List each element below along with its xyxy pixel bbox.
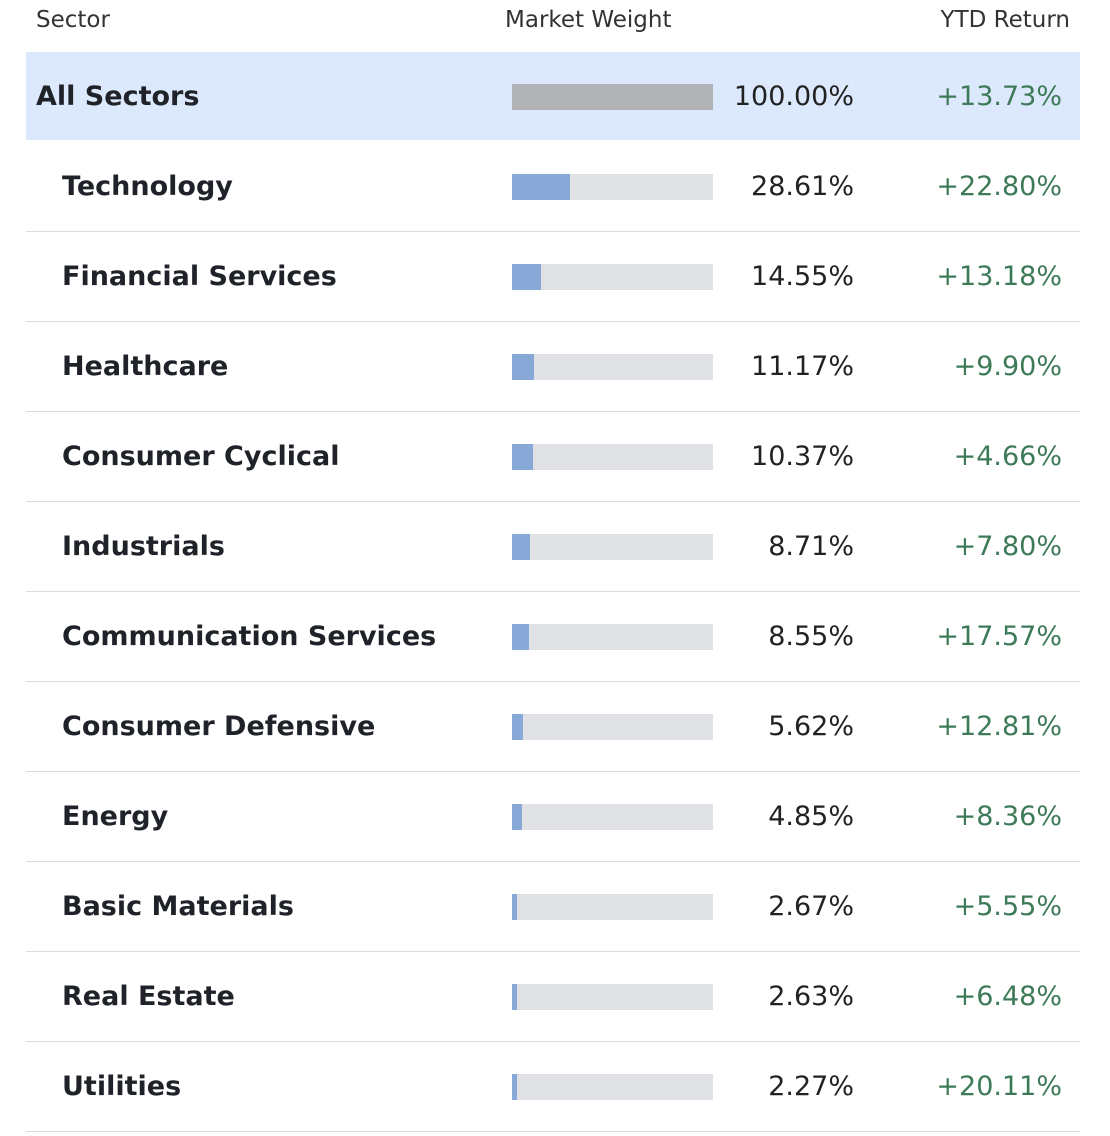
market-weight: 4.85%	[768, 801, 854, 832]
header-ytd: YTD Return	[940, 7, 1070, 33]
ytd-return: +8.36%	[953, 801, 1062, 832]
sector-name: All Sectors	[36, 81, 200, 112]
market-weight: 100.00%	[733, 81, 854, 112]
sector-row: Consumer Defensive 5.62% +12.81%	[26, 682, 1080, 772]
weight-track	[512, 264, 713, 290]
weight-bar	[512, 624, 530, 650]
market-weight: 2.63%	[768, 981, 854, 1012]
sector-row: Communication Services 8.55% +17.57%	[26, 592, 1080, 682]
weight-track	[512, 1074, 713, 1100]
weight-bar	[512, 984, 518, 1010]
sector-row: Basic Materials 2.67% +5.55%	[26, 862, 1080, 952]
weight-track	[512, 894, 713, 920]
market-weight: 2.27%	[768, 1071, 854, 1102]
summary-row: All Sectors 100.00% +13.73%	[26, 52, 1080, 140]
sector-row: Healthcare 11.17% +9.90%	[26, 322, 1080, 412]
ytd-return: +13.73%	[936, 81, 1062, 112]
weight-track	[512, 444, 713, 470]
weight-track	[512, 804, 713, 830]
sector-name: Utilities	[62, 1071, 182, 1102]
market-weight: 5.62%	[768, 711, 854, 742]
market-weight: 8.71%	[768, 531, 854, 562]
sector-name: Financial Services	[62, 261, 337, 292]
sector-name: Industrials	[62, 531, 225, 562]
ytd-return: +20.11%	[936, 1071, 1062, 1102]
weight-track	[512, 174, 713, 200]
ytd-return: +22.80%	[936, 171, 1062, 202]
sector-row: Real Estate 2.63% +6.48%	[26, 952, 1080, 1042]
sector-row: Energy 4.85% +8.36%	[26, 772, 1080, 862]
weight-track	[512, 534, 713, 560]
sector-name: Real Estate	[62, 981, 235, 1012]
market-weight: 8.55%	[768, 621, 854, 652]
sector-name: Consumer Defensive	[62, 711, 376, 742]
sector-row: Industrials 8.71% +7.80%	[26, 502, 1080, 592]
sector-name: Communication Services	[62, 621, 437, 652]
header-weight: Market Weight	[505, 7, 672, 33]
weight-track	[512, 354, 713, 380]
weight-bar	[512, 714, 524, 740]
weight-bar	[512, 534, 530, 560]
sector-row: Utilities 2.27% +20.11%	[26, 1042, 1080, 1132]
ytd-return: +17.57%	[936, 621, 1062, 652]
sector-row: Financial Services 14.55% +13.18%	[26, 232, 1080, 322]
weight-bar	[512, 84, 713, 110]
market-weight: 14.55%	[751, 261, 854, 292]
weight-track	[512, 714, 713, 740]
weight-bar	[512, 894, 518, 920]
sector-name: Healthcare	[62, 351, 229, 382]
sector-name: Energy	[62, 801, 169, 832]
sector-name: Technology	[62, 171, 233, 202]
weight-track	[512, 984, 713, 1010]
sector-row: Technology 28.61% +22.80%	[26, 142, 1080, 232]
weight-bar	[512, 444, 533, 470]
weight-track	[512, 84, 713, 110]
ytd-return: +13.18%	[936, 261, 1062, 292]
ytd-return: +12.81%	[936, 711, 1062, 742]
weight-bar	[512, 264, 542, 290]
sector-name: Basic Materials	[62, 891, 294, 922]
weight-track	[512, 624, 713, 650]
sector-row: Consumer Cyclical 10.37% +4.66%	[26, 412, 1080, 502]
ytd-return: +5.55%	[953, 891, 1062, 922]
market-weight: 2.67%	[768, 891, 854, 922]
market-weight: 10.37%	[751, 441, 854, 472]
sector-name: Consumer Cyclical	[62, 441, 340, 472]
ytd-return: +9.90%	[953, 351, 1062, 382]
ytd-return: +6.48%	[953, 981, 1062, 1012]
market-weight: 28.61%	[751, 171, 854, 202]
ytd-return: +7.80%	[953, 531, 1062, 562]
market-weight: 11.17%	[751, 351, 854, 382]
weight-bar	[512, 174, 570, 200]
header-sector: Sector	[36, 7, 110, 33]
weight-bar	[512, 1074, 517, 1100]
weight-bar	[512, 804, 522, 830]
weight-bar	[512, 354, 535, 380]
ytd-return: +4.66%	[953, 441, 1062, 472]
